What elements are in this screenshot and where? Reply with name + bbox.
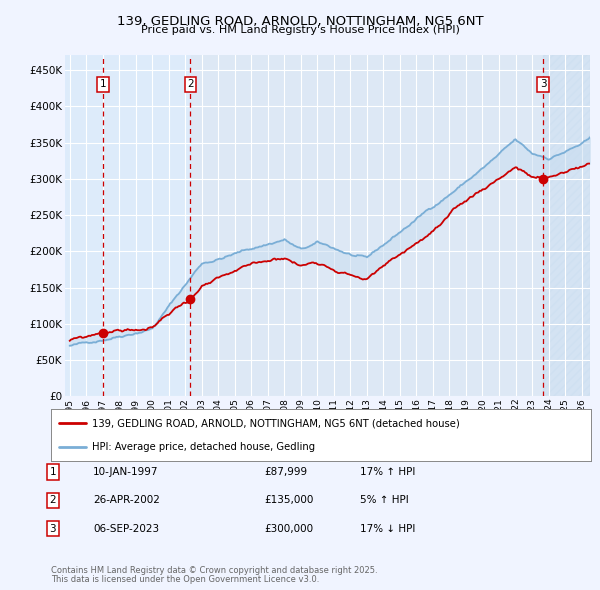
Text: 1: 1 — [49, 467, 56, 477]
Text: This data is licensed under the Open Government Licence v3.0.: This data is licensed under the Open Gov… — [51, 575, 319, 584]
Text: 2: 2 — [187, 80, 194, 90]
Text: 139, GEDLING ROAD, ARNOLD, NOTTINGHAM, NG5 6NT (detached house): 139, GEDLING ROAD, ARNOLD, NOTTINGHAM, N… — [91, 418, 459, 428]
Text: £300,000: £300,000 — [264, 524, 313, 533]
Text: 17% ↓ HPI: 17% ↓ HPI — [360, 524, 415, 533]
Text: 139, GEDLING ROAD, ARNOLD, NOTTINGHAM, NG5 6NT: 139, GEDLING ROAD, ARNOLD, NOTTINGHAM, N… — [116, 15, 484, 28]
Bar — [543, 55, 590, 396]
Text: Price paid vs. HM Land Registry's House Price Index (HPI): Price paid vs. HM Land Registry's House … — [140, 25, 460, 35]
Text: 17% ↑ HPI: 17% ↑ HPI — [360, 467, 415, 477]
Text: HPI: Average price, detached house, Gedling: HPI: Average price, detached house, Gedl… — [91, 442, 314, 453]
Text: 3: 3 — [540, 80, 547, 90]
Text: 1: 1 — [100, 80, 107, 90]
Text: 10-JAN-1997: 10-JAN-1997 — [93, 467, 158, 477]
Text: Contains HM Land Registry data © Crown copyright and database right 2025.: Contains HM Land Registry data © Crown c… — [51, 566, 377, 575]
Bar — [65, 55, 190, 396]
Text: £135,000: £135,000 — [264, 496, 313, 505]
Text: 2: 2 — [49, 496, 56, 505]
Text: 06-SEP-2023: 06-SEP-2023 — [93, 524, 159, 533]
Text: 26-APR-2002: 26-APR-2002 — [93, 496, 160, 505]
Text: £87,999: £87,999 — [264, 467, 307, 477]
Text: 3: 3 — [49, 524, 56, 533]
Text: 5% ↑ HPI: 5% ↑ HPI — [360, 496, 409, 505]
